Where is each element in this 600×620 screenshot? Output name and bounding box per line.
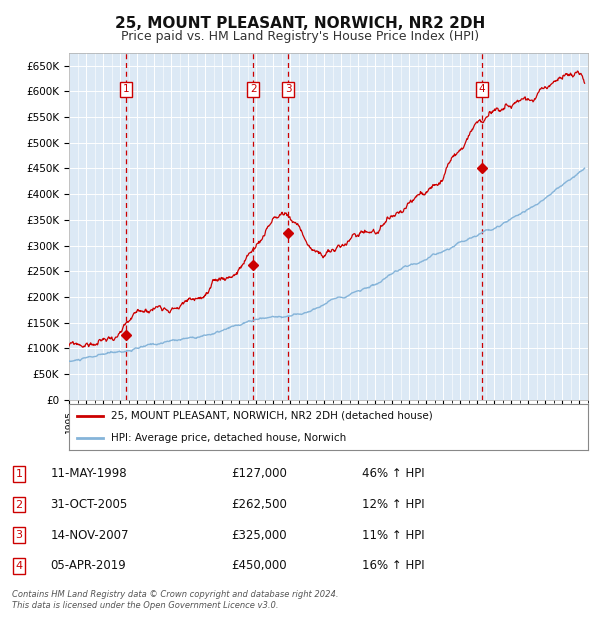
Text: 25, MOUNT PLEASANT, NORWICH, NR2 2DH: 25, MOUNT PLEASANT, NORWICH, NR2 2DH <box>115 16 485 31</box>
Text: £127,000: £127,000 <box>232 467 287 481</box>
Text: 2: 2 <box>16 500 23 510</box>
Text: 14-NOV-2007: 14-NOV-2007 <box>50 529 129 542</box>
Text: 1: 1 <box>123 84 130 94</box>
Text: HPI: Average price, detached house, Norwich: HPI: Average price, detached house, Norw… <box>110 433 346 443</box>
Text: 3: 3 <box>284 84 292 94</box>
Text: 25, MOUNT PLEASANT, NORWICH, NR2 2DH (detached house): 25, MOUNT PLEASANT, NORWICH, NR2 2DH (de… <box>110 410 432 420</box>
Text: 4: 4 <box>479 84 485 94</box>
Text: £450,000: £450,000 <box>232 559 287 572</box>
Text: 46% ↑ HPI: 46% ↑ HPI <box>362 467 425 481</box>
Text: Contains HM Land Registry data © Crown copyright and database right 2024.
This d: Contains HM Land Registry data © Crown c… <box>12 590 338 609</box>
Text: 05-APR-2019: 05-APR-2019 <box>50 559 127 572</box>
Text: 11-MAY-1998: 11-MAY-1998 <box>50 467 127 481</box>
Text: 1: 1 <box>16 469 23 479</box>
Text: 3: 3 <box>16 530 23 540</box>
Text: 11% ↑ HPI: 11% ↑ HPI <box>362 529 425 542</box>
Text: 2: 2 <box>250 84 257 94</box>
Text: £325,000: £325,000 <box>232 529 287 542</box>
Text: 31-OCT-2005: 31-OCT-2005 <box>50 498 128 511</box>
Text: 12% ↑ HPI: 12% ↑ HPI <box>362 498 425 511</box>
Text: Price paid vs. HM Land Registry's House Price Index (HPI): Price paid vs. HM Land Registry's House … <box>121 30 479 43</box>
Text: £262,500: £262,500 <box>232 498 287 511</box>
Text: 4: 4 <box>16 561 23 571</box>
Text: 16% ↑ HPI: 16% ↑ HPI <box>362 559 425 572</box>
